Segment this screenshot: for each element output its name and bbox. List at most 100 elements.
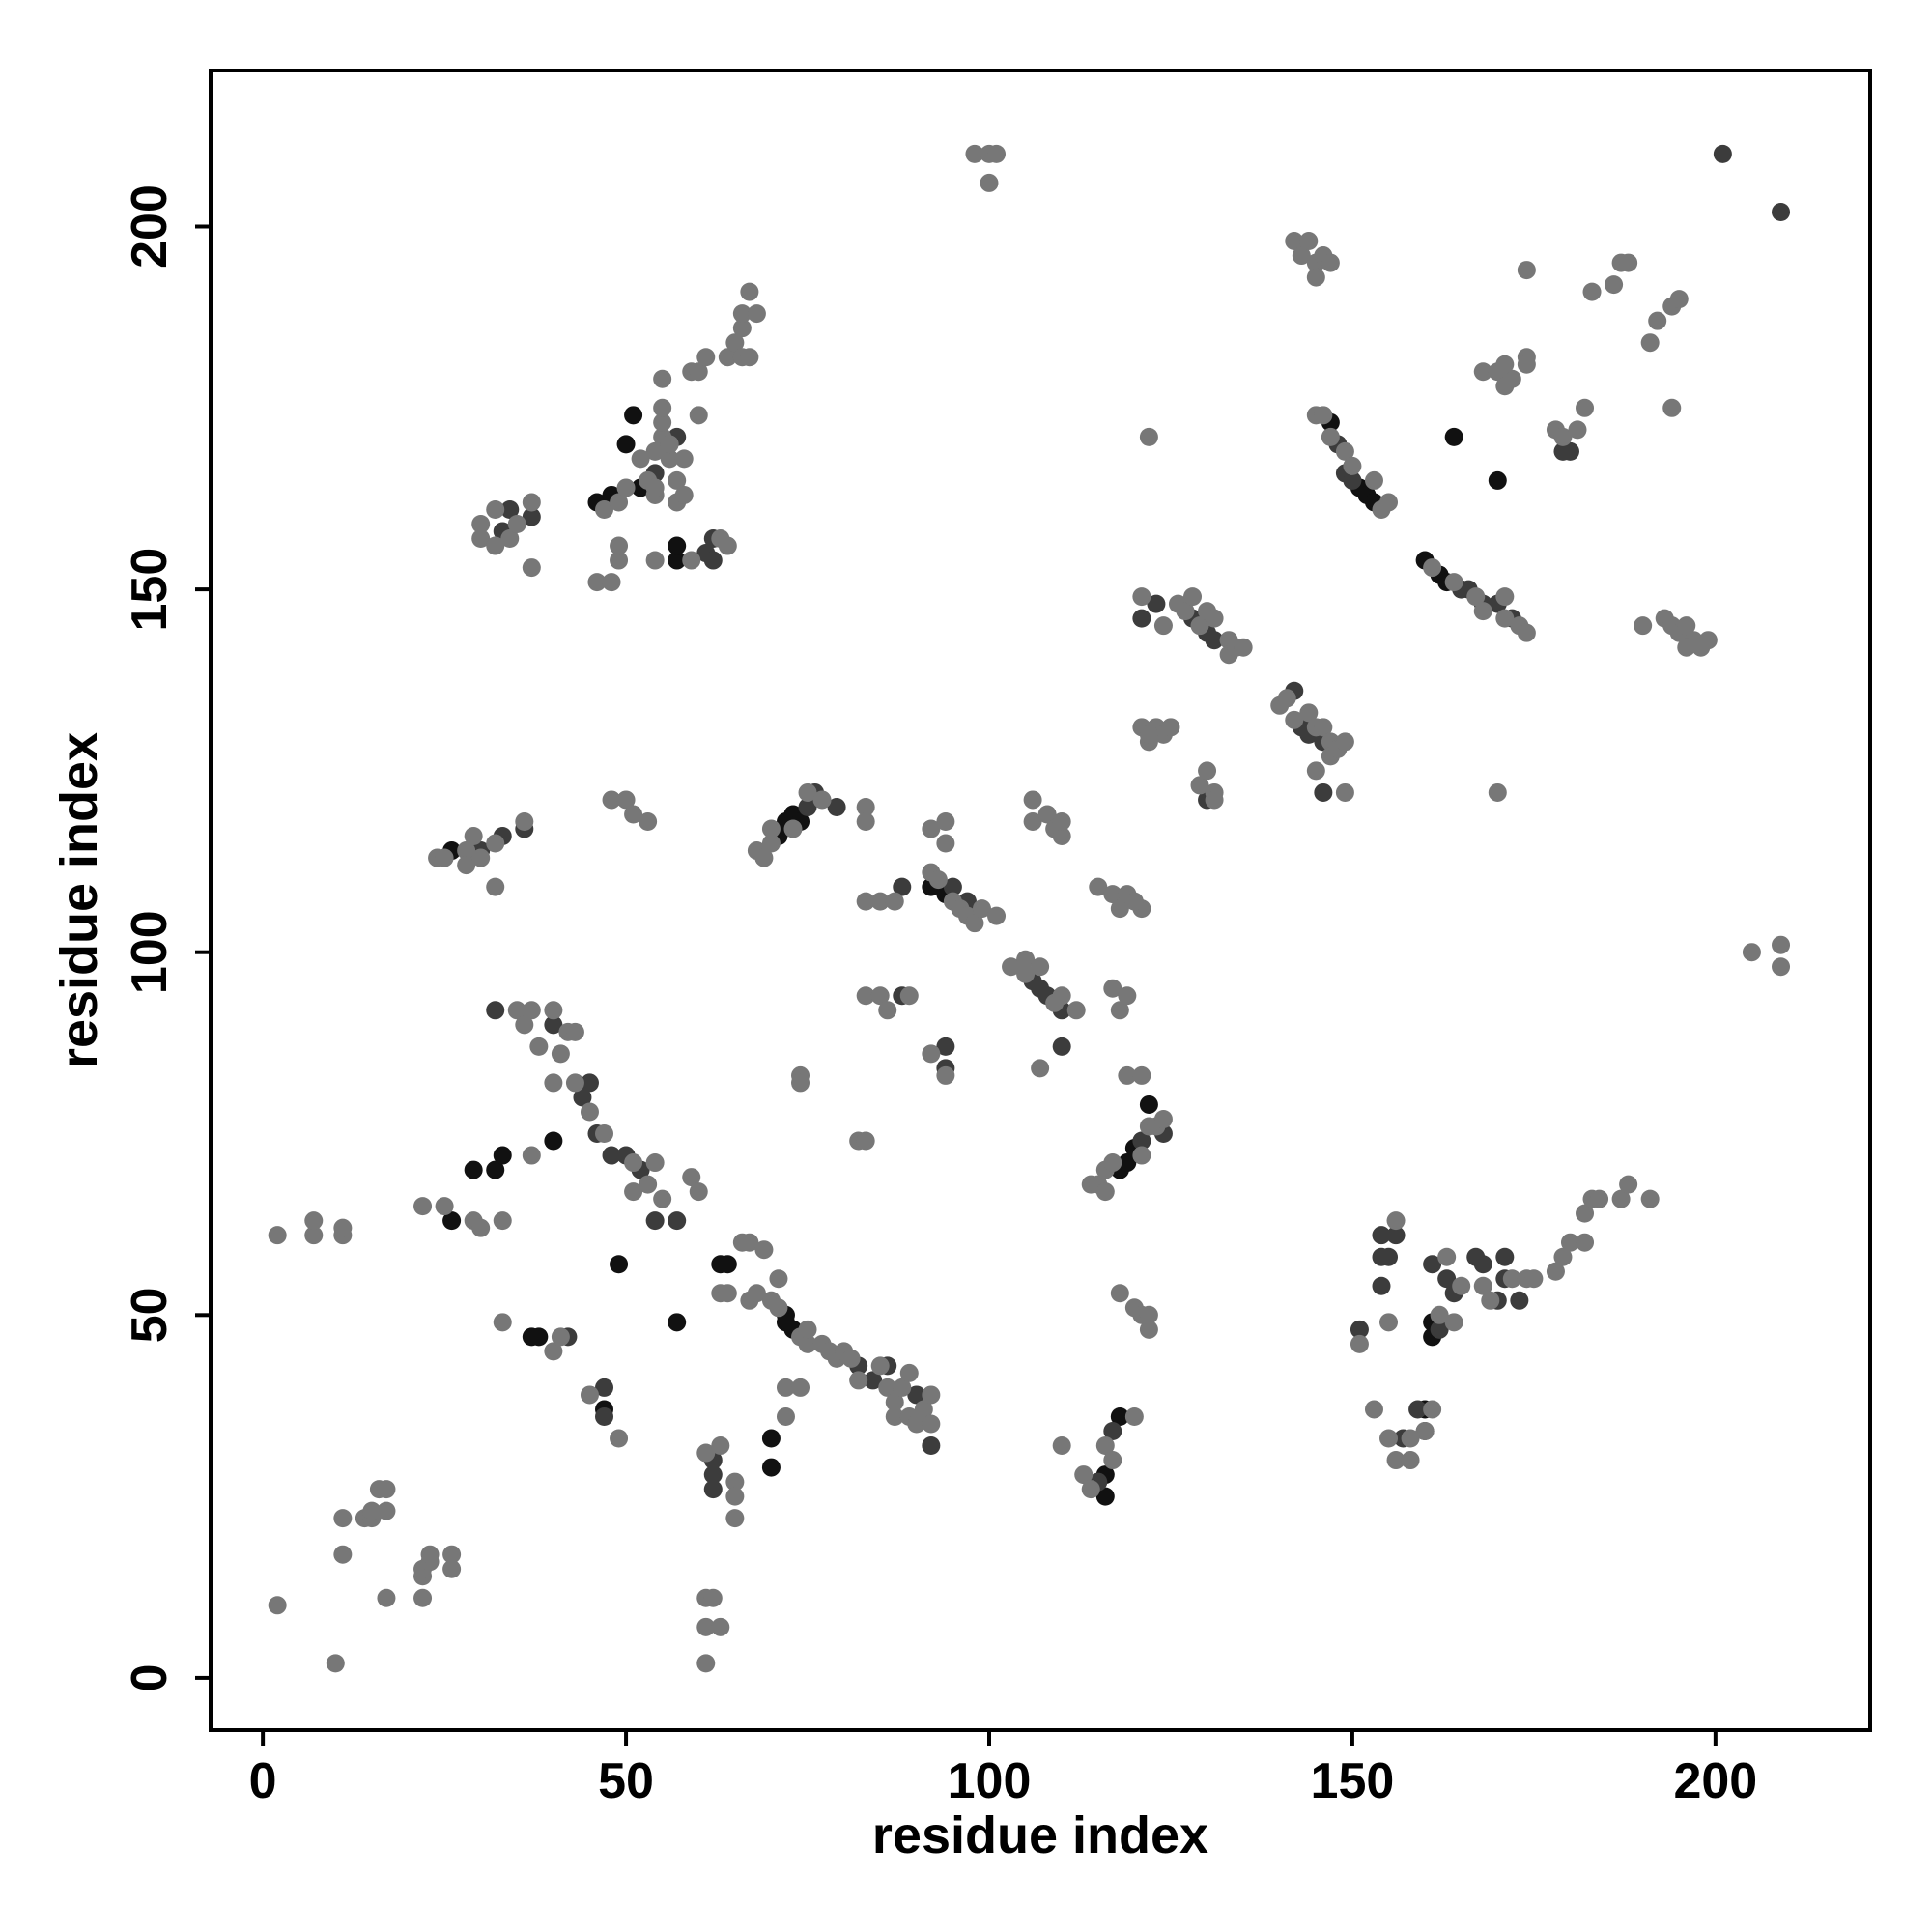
point — [500, 529, 520, 549]
point — [653, 398, 672, 417]
point — [1444, 427, 1463, 446]
point — [1576, 1233, 1595, 1252]
point — [689, 406, 708, 425]
point — [1095, 1182, 1115, 1202]
point — [1052, 827, 1071, 846]
point — [457, 841, 476, 861]
point — [987, 144, 1007, 163]
point — [1576, 1204, 1595, 1223]
point — [674, 449, 694, 469]
point — [486, 877, 505, 896]
x-tick-label: 150 — [1311, 1753, 1395, 1809]
point — [1473, 362, 1492, 382]
point — [841, 1349, 861, 1368]
point — [1016, 950, 1036, 969]
point — [1095, 1436, 1115, 1456]
point — [696, 1654, 716, 1673]
point — [747, 1284, 766, 1303]
point — [936, 1065, 955, 1085]
point — [304, 1211, 324, 1231]
point — [268, 1596, 287, 1615]
point — [522, 1146, 541, 1165]
point — [500, 499, 520, 519]
point — [1118, 1065, 1137, 1085]
point — [645, 478, 665, 497]
point — [610, 493, 629, 512]
point — [457, 856, 476, 875]
point — [602, 790, 621, 810]
point — [645, 1153, 665, 1173]
point — [1619, 253, 1638, 272]
point — [791, 1073, 810, 1093]
point — [486, 1160, 505, 1179]
point — [870, 986, 890, 1006]
point — [740, 282, 759, 301]
point — [1576, 398, 1595, 417]
point — [653, 369, 672, 388]
point — [1139, 724, 1158, 744]
point — [507, 1001, 526, 1020]
point — [544, 1015, 563, 1035]
point — [1502, 1269, 1521, 1289]
point — [493, 1313, 512, 1332]
point — [1408, 1400, 1428, 1419]
point — [493, 1146, 512, 1165]
point — [668, 470, 687, 490]
point — [703, 551, 723, 570]
point — [1495, 1247, 1515, 1266]
point — [1139, 1094, 1158, 1114]
point — [529, 1327, 549, 1347]
point — [1285, 710, 1304, 729]
point — [754, 1240, 774, 1260]
point — [936, 1037, 955, 1056]
point — [1560, 1233, 1579, 1252]
point — [486, 834, 505, 853]
point — [377, 1480, 396, 1499]
point — [1423, 1255, 1442, 1274]
point — [1066, 1001, 1086, 1020]
point — [936, 811, 955, 831]
point — [885, 1392, 904, 1411]
point — [1611, 1189, 1631, 1208]
point — [980, 173, 999, 192]
point — [1089, 877, 1108, 896]
point — [1481, 1291, 1500, 1310]
point — [1103, 979, 1122, 998]
point — [776, 1378, 795, 1397]
point — [1401, 1429, 1420, 1448]
point — [1430, 1320, 1449, 1339]
point — [1132, 1146, 1151, 1165]
point — [703, 1465, 723, 1485]
point — [1299, 703, 1319, 723]
point — [326, 1654, 345, 1673]
point — [761, 819, 781, 838]
point — [420, 1545, 440, 1564]
point — [878, 1378, 897, 1397]
point — [1350, 1334, 1369, 1353]
point — [486, 499, 505, 519]
y-tick-label: 200 — [122, 185, 178, 269]
x-tick-label: 0 — [249, 1753, 277, 1809]
point — [616, 790, 636, 810]
point — [435, 848, 454, 867]
point — [1190, 776, 1209, 795]
point — [580, 1073, 599, 1093]
point — [1364, 470, 1383, 490]
point — [776, 1406, 795, 1426]
point — [907, 1385, 926, 1405]
point — [1110, 1406, 1129, 1426]
point — [885, 892, 904, 911]
point — [856, 986, 875, 1006]
point — [761, 1429, 781, 1448]
point — [1139, 427, 1158, 446]
point — [544, 1001, 563, 1020]
point — [732, 304, 752, 324]
point — [732, 319, 752, 338]
point — [442, 1211, 462, 1231]
point — [1430, 1305, 1449, 1324]
point — [522, 507, 541, 526]
point — [1553, 1247, 1573, 1266]
point — [624, 406, 643, 425]
point — [595, 1378, 614, 1397]
point — [1473, 602, 1492, 621]
